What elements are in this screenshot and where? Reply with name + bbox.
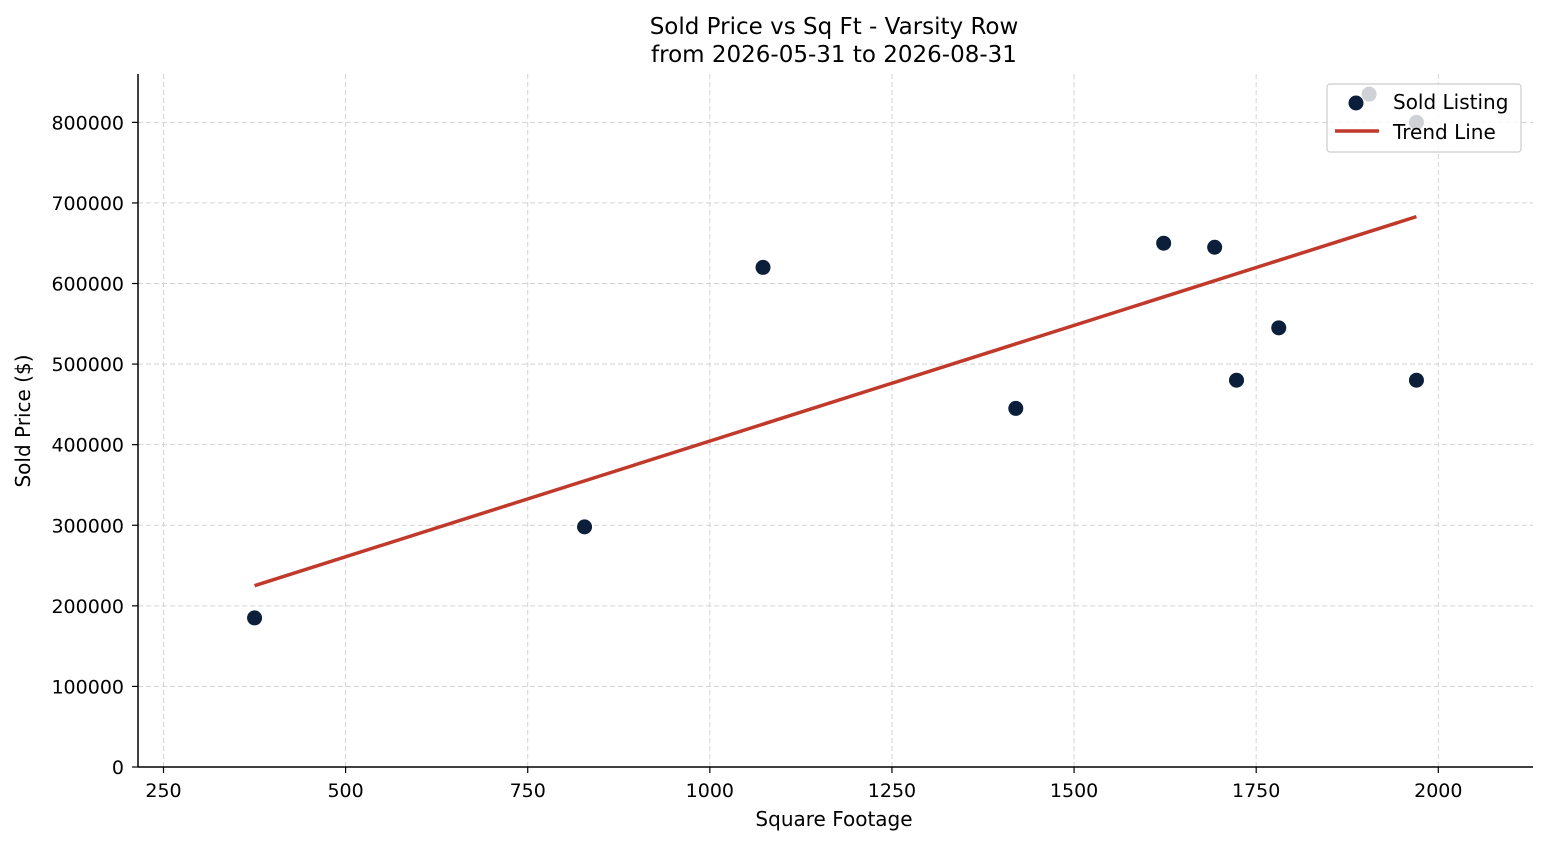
axes-layer [137,74,1533,768]
ticks-layer: 250 500 750 1000 1250 1500 1750 2000 0 100000 2000… [51,112,1462,802]
y-tick-label: 600000 [51,274,124,296]
y-tick-label: 700000 [51,193,124,215]
x-tick-label: 500 [327,780,363,802]
y-tick-label: 400000 [51,435,124,457]
y-tick-label: 200000 [51,596,124,618]
scatter-point [247,610,263,626]
legend-label-trend-line: Trend Line [1392,120,1496,144]
x-tick-label: 1250 [868,780,916,802]
legend-label-sold-listing: Sold Listing [1393,90,1508,114]
legend: Sold Listing Trend Line [1326,83,1522,153]
grid-layer [138,74,1533,768]
x-tick-label: 1750 [1232,780,1280,802]
x-axis-title: Square Footage [755,807,912,831]
y-tick-label: 500000 [51,354,124,376]
x-tick-label: 1000 [686,780,734,802]
scatter-point [577,519,593,535]
chart-title: Sold Price vs Sq Ft - Varsity Row [650,14,1019,40]
legend-marker-sold-listing [1348,95,1364,111]
scatter-point [1229,372,1245,388]
y-tick-label: 100000 [51,676,124,698]
x-tick-label: 1500 [1050,780,1098,802]
x-tick-label: 750 [510,780,546,802]
scatter-point [1156,235,1172,251]
y-tick-label: 300000 [51,515,124,537]
scatter-point [1207,239,1223,255]
y-tick-label: 800000 [51,112,124,134]
y-tick-label: 0 [112,757,124,779]
legend-box [1326,83,1522,153]
chart-subtitle: from 2026-05-31 to 2026-08-31 [651,42,1017,68]
trend-layer [254,214,1417,588]
x-tick-label: 250 [145,780,181,802]
y-axis-title: Sold Price ($) [11,354,35,487]
scatter-point [1271,320,1287,336]
x-tick-label: 2000 [1414,780,1462,802]
points-layer [247,86,1424,626]
scatter-point [1008,400,1024,416]
scatter-point [1408,372,1424,388]
trend-line [254,214,1417,588]
scatter-point [755,259,771,275]
